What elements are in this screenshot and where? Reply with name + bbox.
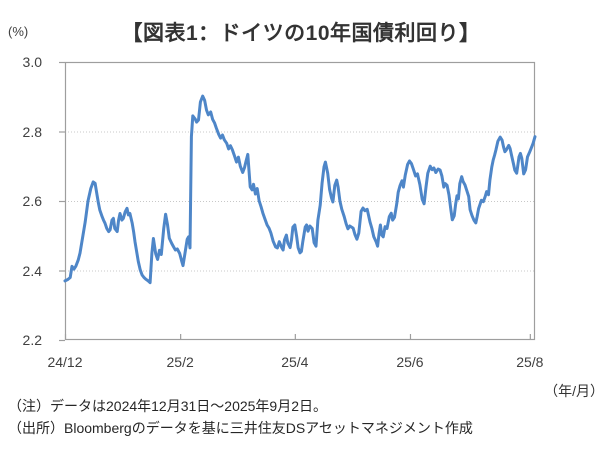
y-axis-tick-label: 2.8 [22, 123, 42, 140]
chart-title: 【図表1：ドイツの10年国債利回り】 [121, 22, 481, 45]
y-axis-tick-label: 2.6 [22, 193, 42, 209]
x-axis-tick-label: 25/2 [166, 354, 194, 370]
footnotes: （注）データは2024年12月31日～2025年9月2日。 （出所）Bloomb… [8, 395, 473, 439]
x-axis-tick-label: 24/12 [47, 354, 83, 370]
footnote-source: （出所）Bloombergのデータを基に三井住友DSアセットマネジメント作成 [8, 420, 473, 436]
y-axis-tick-label: 2.2 [22, 332, 42, 348]
x-axis-unit-label: （年/月） [544, 383, 604, 399]
x-axis-tick-label: 25/4 [281, 354, 309, 370]
x-axis-tick-label: 25/6 [396, 354, 424, 370]
y-axis-unit-label: (%) [8, 24, 29, 39]
y-axis-tick-label: 2.4 [22, 262, 42, 279]
y-axis-tick-label: 3.0 [22, 54, 42, 70]
footnote-data-range: （注）データは2024年12月31日～2025年9月2日。 [8, 398, 328, 414]
series-line-germany-10y-yield [63, 94, 537, 285]
plot-border [64, 61, 536, 341]
x-axis-tick-label: 25/8 [516, 354, 544, 370]
